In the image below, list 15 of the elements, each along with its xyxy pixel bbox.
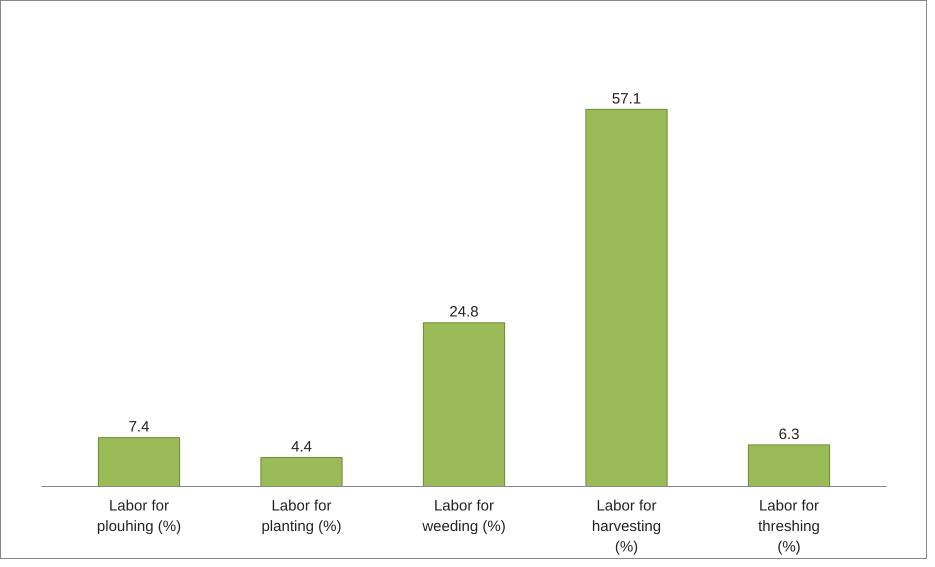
x-tick-label: Labor for harvesting (%) [592, 498, 662, 556]
bar [748, 444, 830, 486]
data-label: 24.8 [449, 304, 479, 321]
bar [98, 437, 180, 486]
x-tick-label: Labor for threshing (%) [758, 498, 820, 556]
bar [422, 322, 506, 486]
bar [260, 456, 343, 486]
data-label: 6.3 [778, 426, 800, 443]
x-tick-label: Labor for weeding (%) [421, 498, 506, 535]
x-tick-label: Labor for plouhing (%) [96, 498, 182, 535]
data-label: 57.1 [612, 90, 642, 108]
data-label: 7.4 [128, 418, 150, 436]
x-tick-label: Labor for planting (%) [261, 498, 342, 535]
data-label: 4.4 [291, 438, 312, 456]
bar [585, 108, 668, 486]
